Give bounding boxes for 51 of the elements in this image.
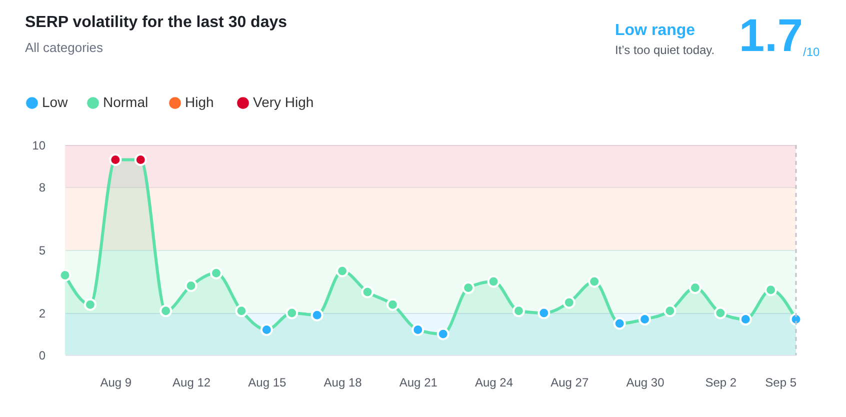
point bbox=[336, 264, 349, 278]
x-tick-label: Sep 2 bbox=[705, 376, 737, 390]
point bbox=[109, 153, 122, 166]
y-tick-label: 2 bbox=[38, 306, 46, 320]
point bbox=[613, 317, 626, 330]
point bbox=[160, 304, 172, 318]
x-tick-label: Aug 18 bbox=[324, 376, 362, 390]
text: Low range bbox=[615, 22, 696, 39]
point bbox=[764, 284, 778, 296]
point bbox=[310, 308, 324, 322]
point bbox=[638, 313, 652, 326]
point bbox=[714, 306, 727, 320]
point bbox=[739, 313, 752, 326]
point bbox=[588, 275, 601, 288]
legend-label: Low bbox=[42, 94, 69, 110]
point bbox=[386, 298, 399, 311]
point bbox=[462, 282, 475, 294]
x-tick-label: Aug 24 bbox=[474, 376, 514, 390]
x-tick-label: Aug 15 bbox=[248, 376, 286, 390]
point bbox=[235, 304, 248, 318]
point bbox=[184, 279, 198, 292]
point bbox=[436, 328, 450, 340]
y-tick-label: 10 bbox=[32, 138, 46, 152]
point bbox=[361, 286, 374, 298]
point bbox=[664, 304, 676, 318]
x-tick-label: Aug 12 bbox=[172, 376, 211, 390]
text: 1.7 bbox=[739, 9, 803, 61]
point bbox=[562, 296, 576, 309]
x-tick-label: Aug 21 bbox=[399, 376, 438, 390]
text: It’s too quiet today. bbox=[615, 43, 715, 57]
text: /10 bbox=[803, 45, 820, 59]
point bbox=[538, 306, 550, 320]
point bbox=[84, 298, 96, 311]
point bbox=[487, 275, 500, 288]
x-tick-label: Aug 30 bbox=[626, 376, 665, 390]
legend-label: High bbox=[185, 94, 214, 110]
y-tick-label: 5 bbox=[38, 244, 46, 258]
point bbox=[260, 324, 273, 336]
point bbox=[210, 266, 222, 280]
legend-label: Normal bbox=[103, 94, 148, 110]
chart-subtitle: All categories bbox=[25, 40, 104, 55]
point bbox=[412, 324, 424, 336]
x-tick-label: Aug 9 bbox=[100, 376, 132, 390]
point bbox=[134, 153, 147, 166]
x-tick-label: Aug 27 bbox=[550, 376, 589, 390]
x-tick-label: Sep 5 bbox=[765, 376, 797, 390]
point bbox=[688, 282, 702, 294]
y-tick-label: 8 bbox=[38, 180, 46, 194]
chart-title: SERP volatility for the last 30 days bbox=[25, 14, 288, 31]
legend-label: Very High bbox=[253, 94, 314, 110]
y-tick-label: 0 bbox=[38, 348, 46, 362]
